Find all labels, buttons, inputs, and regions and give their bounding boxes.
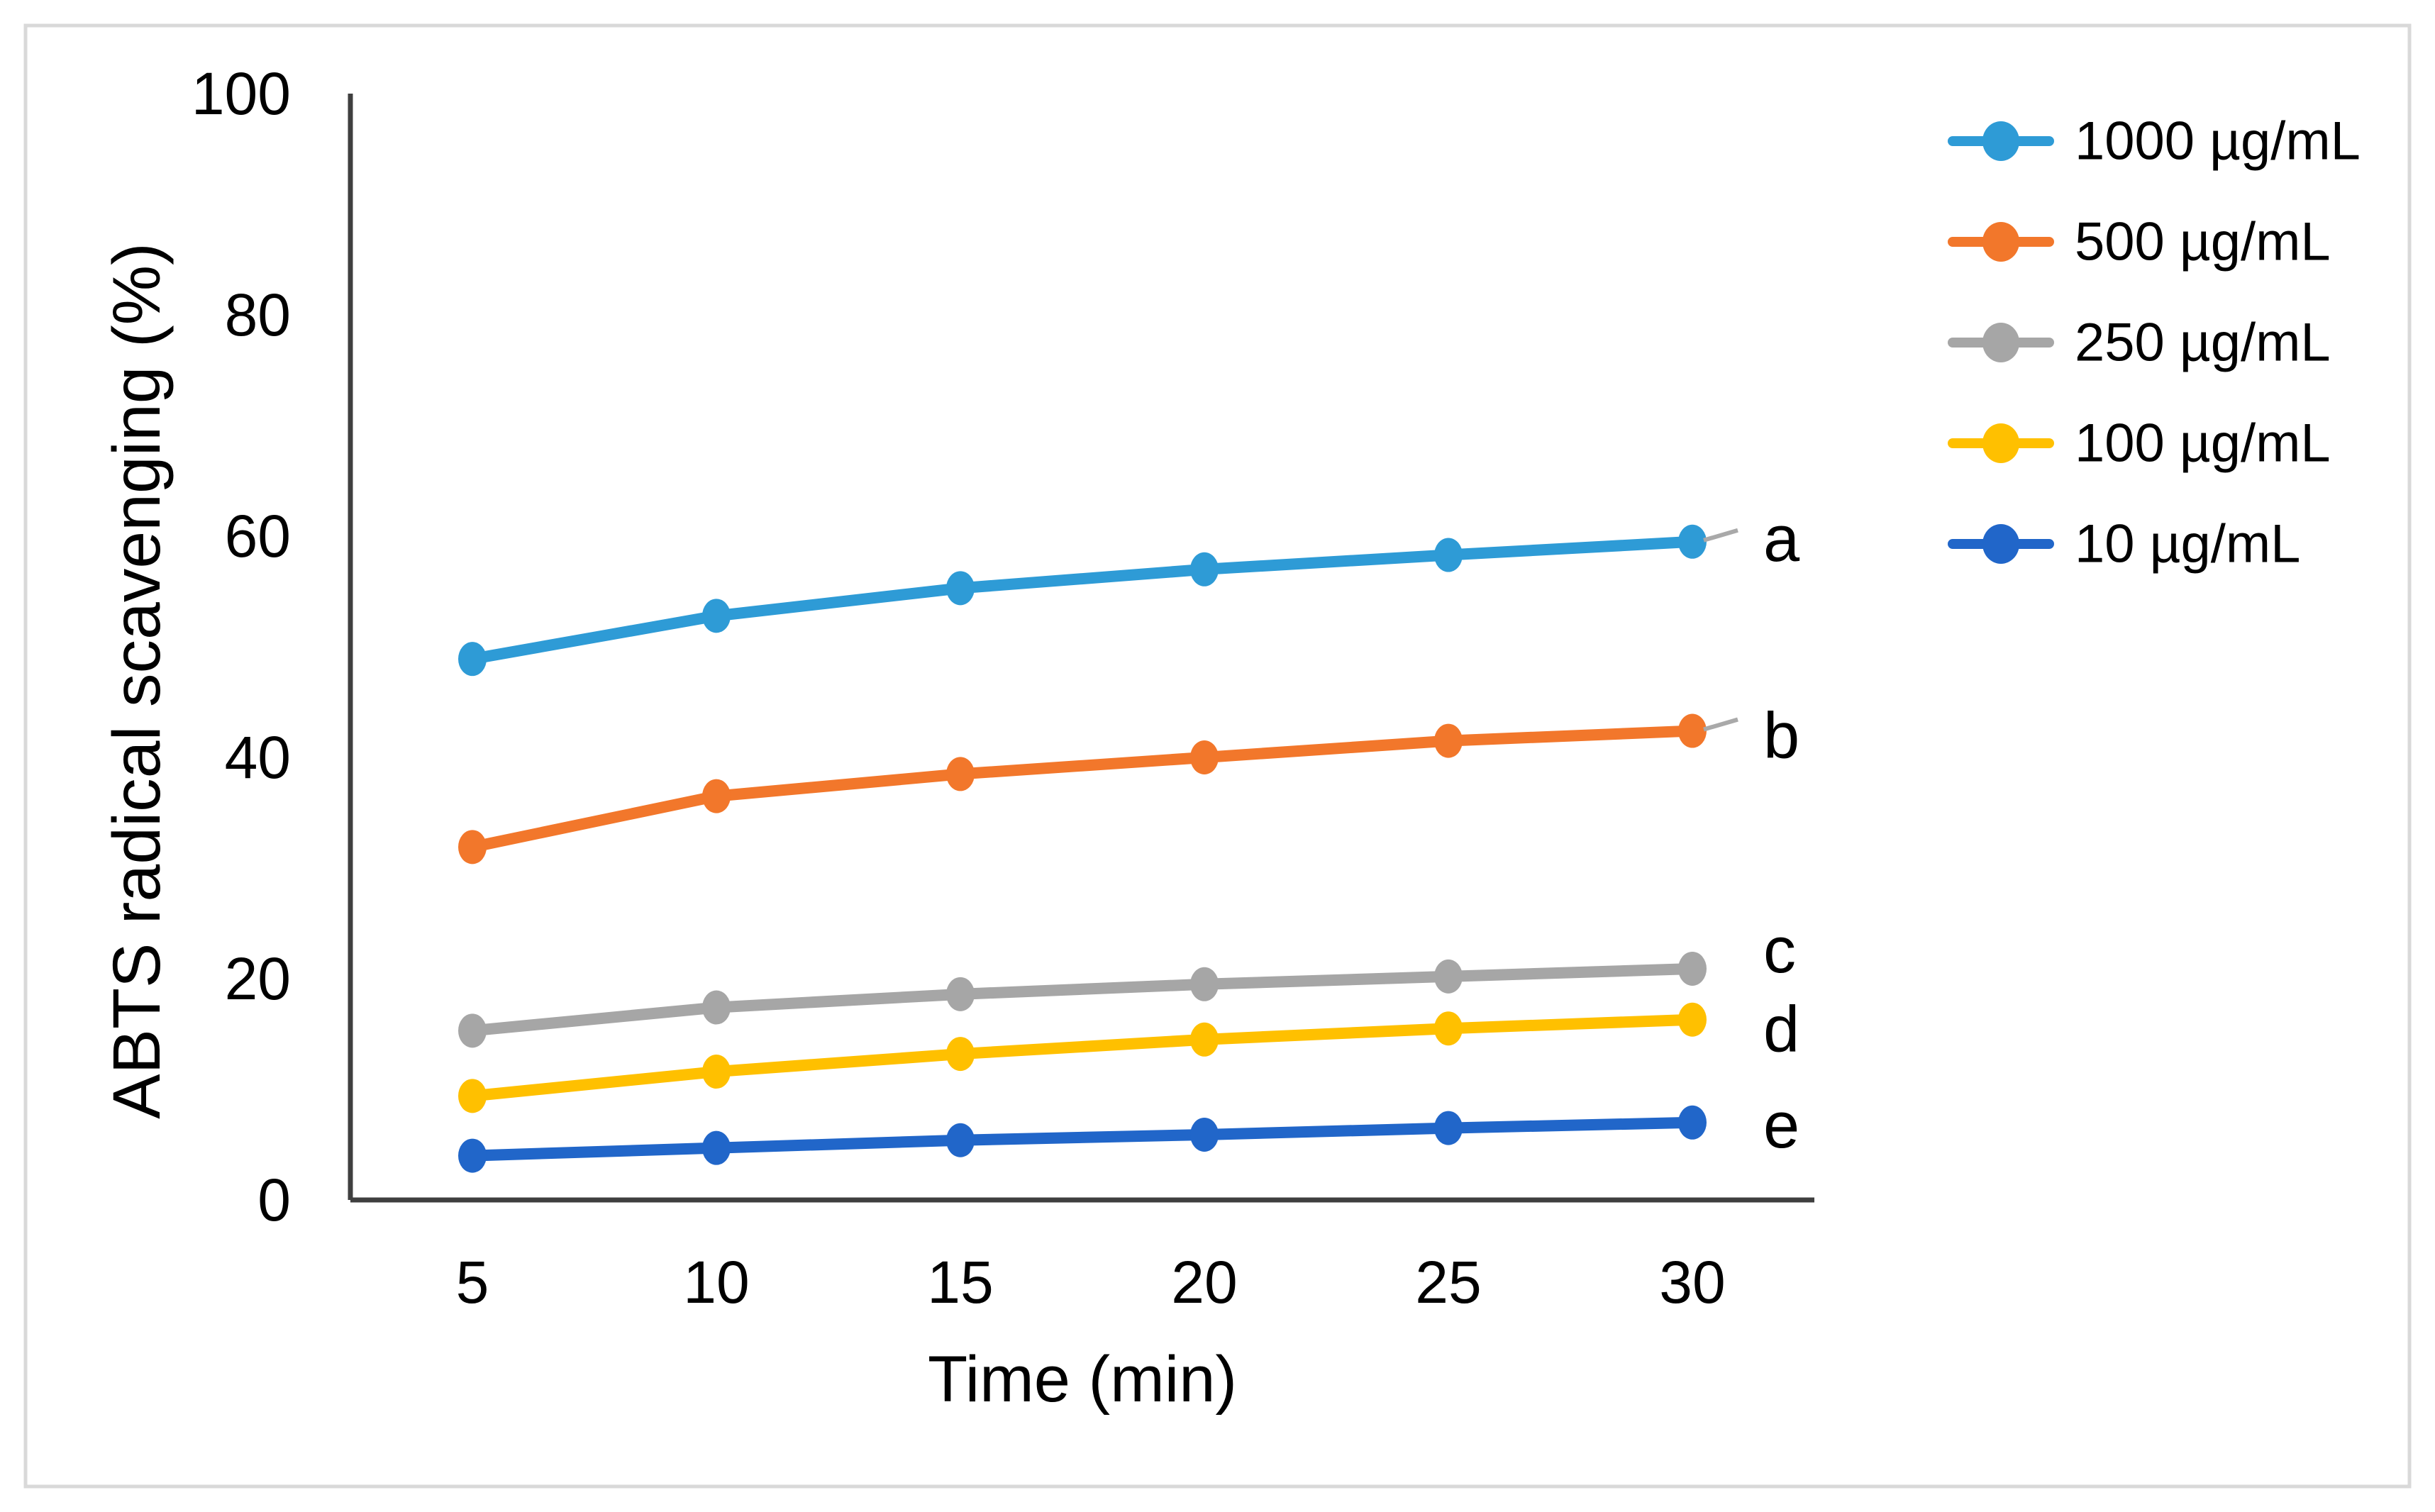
data-point — [946, 977, 975, 1011]
y-tick-label: 80 — [225, 282, 291, 348]
legend-marker-dot — [1982, 222, 2019, 262]
data-point — [702, 1055, 731, 1089]
data-point — [1678, 951, 1707, 986]
data-point — [1434, 1111, 1463, 1145]
data-point — [1434, 538, 1463, 572]
x-tick-label: 25 — [1415, 1249, 1481, 1316]
end-label-leader — [1703, 528, 1738, 543]
legend-marker-dot — [1982, 524, 2019, 564]
series-line-250µg/mL — [467, 962, 1698, 1037]
x-tick-label: 20 — [1171, 1249, 1237, 1316]
y-tick-label: 100 — [192, 60, 291, 127]
data-point — [1678, 524, 1707, 559]
series-line-500µg/mL — [467, 725, 1698, 853]
series-line-100µg/mL — [467, 1013, 1698, 1102]
data-point — [1190, 1117, 1219, 1152]
data-point — [702, 990, 731, 1025]
significance-letter: b — [1763, 700, 1799, 772]
x-tick-label: 10 — [683, 1249, 749, 1316]
data-point — [946, 1037, 975, 1072]
data-point — [458, 1138, 487, 1173]
legend-label: 100 µg/mL — [2075, 413, 2331, 474]
legend-label: 1000 µg/mL — [2075, 111, 2361, 172]
data-point — [1434, 1011, 1463, 1046]
data-point — [702, 779, 731, 813]
x-tick-label: 30 — [1659, 1249, 1725, 1316]
y-tick-label: 20 — [225, 945, 291, 1012]
series-line-1000µg/mL — [467, 535, 1698, 665]
data-point — [1190, 967, 1219, 1001]
x-tick-label: 5 — [456, 1249, 489, 1316]
x-axis-title: Time (min) — [928, 1343, 1237, 1416]
data-point — [702, 599, 731, 633]
data-point — [458, 830, 487, 865]
end-label-leader — [1703, 717, 1738, 732]
y-axis-title: ABTS radical scavenging (%) — [99, 243, 174, 1119]
legend-label: 10 µg/mL — [2075, 514, 2300, 574]
data-point — [458, 1013, 487, 1048]
legend-marker-dot — [1982, 423, 2019, 463]
data-point — [946, 757, 975, 791]
data-point — [1190, 1022, 1219, 1057]
legend-label: 500 µg/mL — [2075, 212, 2331, 272]
x-tick-label: 15 — [927, 1249, 993, 1316]
data-point — [1678, 713, 1707, 748]
data-point — [1190, 552, 1219, 587]
legend-label: 250 µg/mL — [2075, 313, 2331, 373]
y-tick-label: 60 — [225, 503, 291, 569]
data-point — [458, 642, 487, 677]
figure-border — [23, 23, 2412, 1489]
significance-letter: c — [1763, 914, 1796, 986]
data-point — [1434, 723, 1463, 758]
significance-letter: e — [1763, 1089, 1799, 1162]
data-point — [458, 1079, 487, 1113]
significance-letter: d — [1763, 994, 1799, 1066]
data-point — [1190, 740, 1219, 774]
data-point — [946, 571, 975, 606]
data-point — [1434, 959, 1463, 994]
data-point — [1678, 1105, 1707, 1140]
y-tick-label: 40 — [225, 724, 291, 791]
significance-letter: a — [1763, 503, 1800, 575]
data-point — [946, 1123, 975, 1157]
legend-marker-dot — [1982, 121, 2019, 161]
legend-marker-dot — [1982, 323, 2019, 362]
data-point — [1678, 1002, 1707, 1037]
series-line-10µg/mL — [467, 1116, 1698, 1162]
y-tick-label: 0 — [257, 1167, 291, 1233]
data-point — [702, 1130, 731, 1165]
